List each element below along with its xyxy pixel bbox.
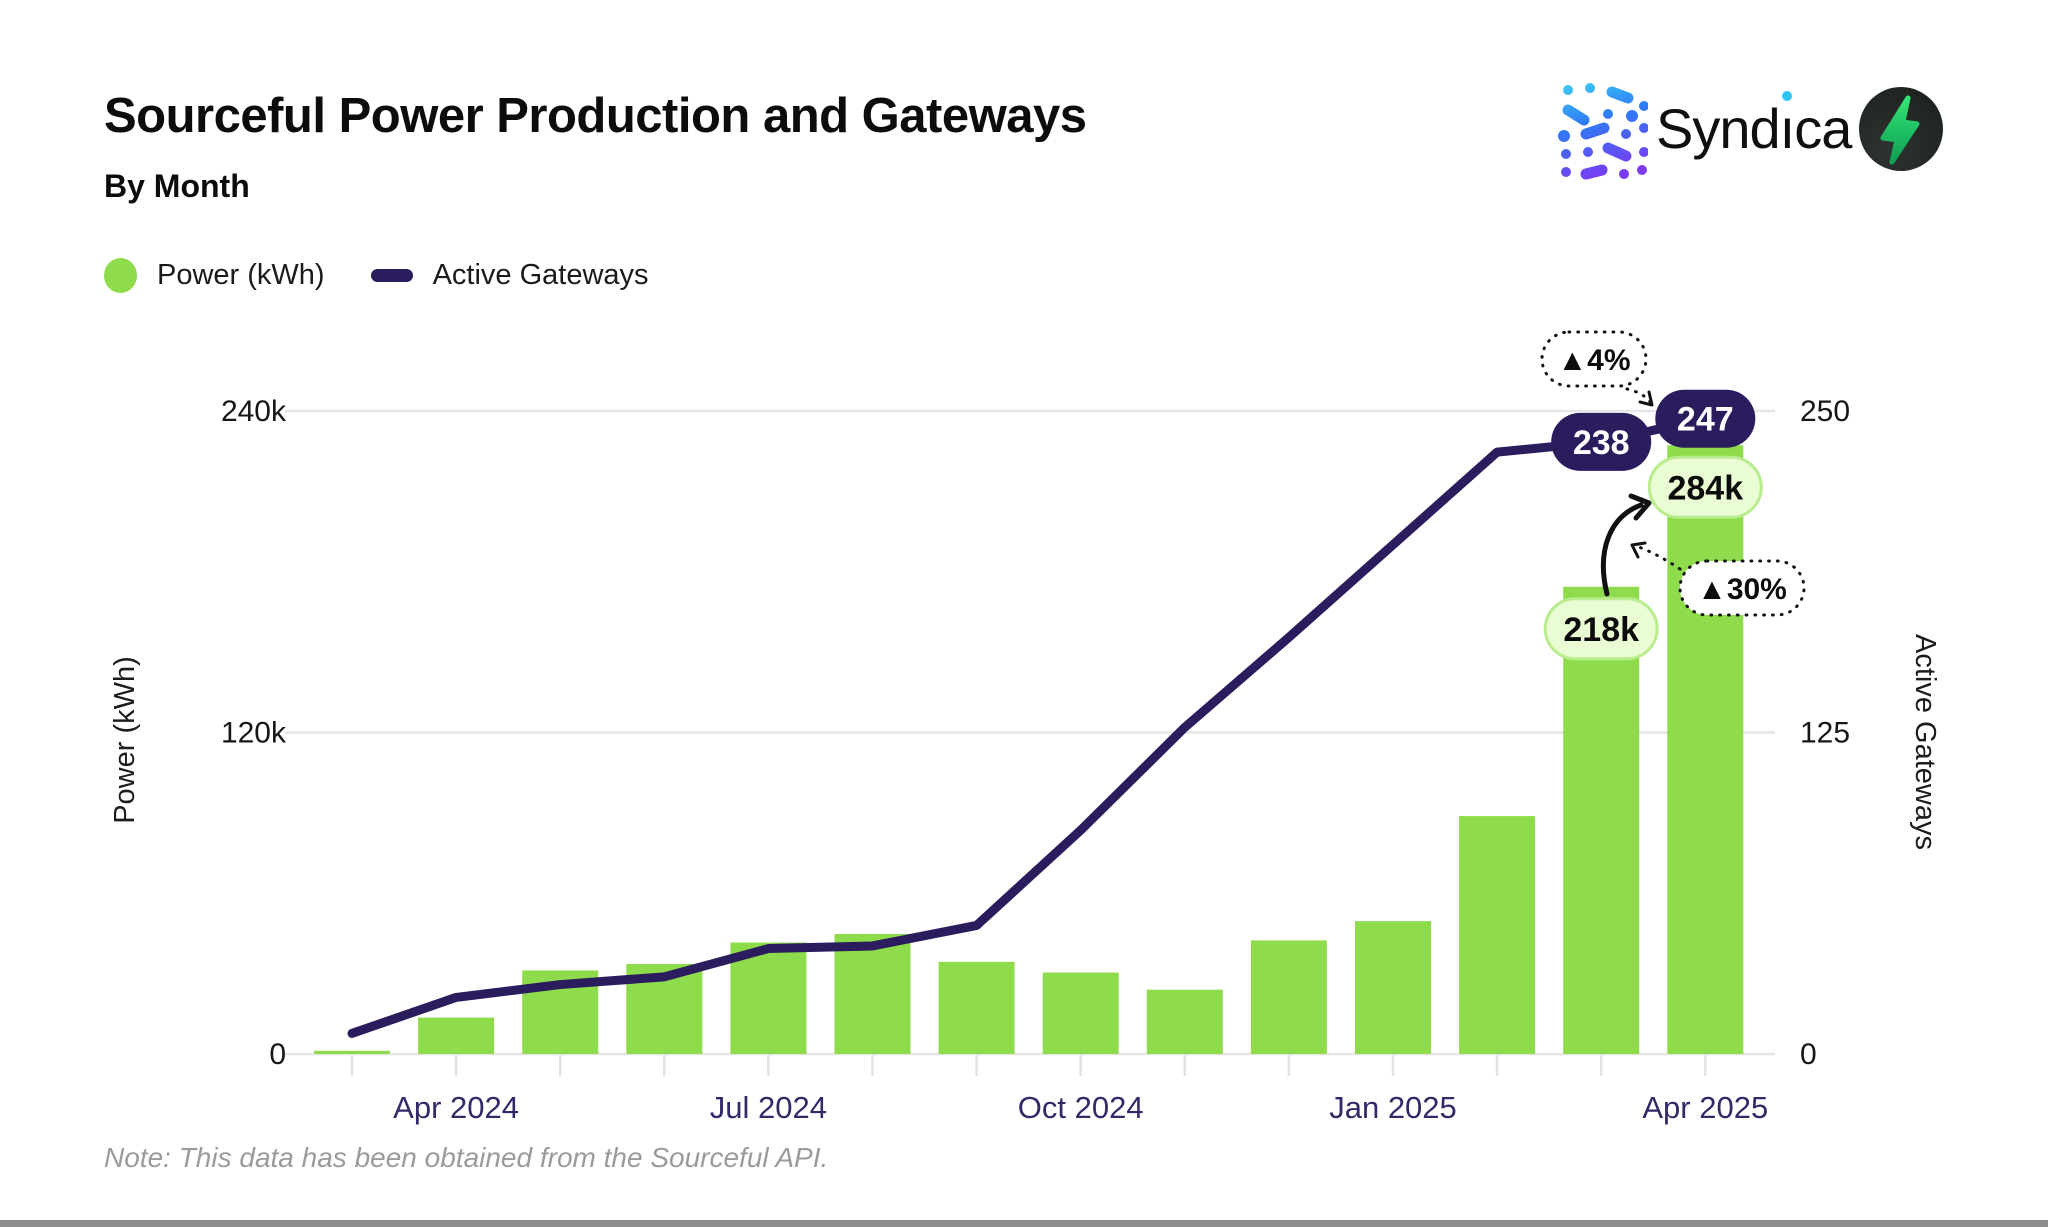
callout-arrow-dotted	[1634, 544, 1682, 571]
syndica-logo: Syndı ca	[1556, 78, 1946, 182]
value-pills-group: 238 247 218k 284k	[1543, 389, 1763, 661]
power-value-label: 218k	[1563, 611, 1639, 649]
power-bar	[730, 942, 807, 1054]
callouts-group: ▲4% ▲30%	[1540, 330, 1806, 617]
y-tick-label-right: 0	[1800, 1038, 1817, 1071]
gateways-line-group	[347, 414, 1710, 1038]
power-swatch-icon	[104, 258, 137, 293]
gateways-swatch-icon	[370, 269, 413, 282]
source-note: Note: This data has been obtained from t…	[104, 1142, 829, 1173]
power-bar	[1250, 940, 1327, 1054]
lightning-bolt-icon	[1859, 87, 1943, 171]
brand-i-dot-icon	[1781, 91, 1792, 101]
legend-item-gateways: Active Gateways	[370, 259, 649, 292]
power-bar	[1146, 989, 1223, 1054]
y-tick-label-left: 0	[269, 1038, 286, 1071]
arrowhead-icon	[1638, 390, 1654, 407]
power-bar	[938, 961, 1015, 1054]
page-title: Sourceful Power Production and Gateways	[104, 89, 1087, 143]
power-bar	[1563, 586, 1640, 1054]
x-tick-label: Apr 2024	[393, 1090, 519, 1125]
x-tick-label: Apr 2025	[1642, 1090, 1768, 1125]
power-bars-group	[314, 445, 1744, 1054]
power-bar	[1459, 816, 1536, 1054]
y-tick-label-right: 250	[1800, 395, 1850, 428]
y-tick-label-left: 120k	[221, 717, 287, 750]
power-bar	[834, 933, 911, 1054]
gateway-value-pill	[1551, 412, 1652, 471]
left-axis-title: Power (kWh)	[109, 656, 141, 824]
gateways-line	[347, 414, 1710, 1038]
power-bar	[314, 1050, 390, 1054]
x-tick-label: Jul 2024	[710, 1090, 827, 1125]
page-subtitle: By Month	[104, 168, 250, 204]
pct-change-callout	[1678, 559, 1806, 617]
power-bar	[1355, 921, 1431, 1054]
x-tick-label: Oct 2024	[1018, 1090, 1144, 1125]
power-bar	[1667, 445, 1744, 1054]
pct-change-callout	[1540, 330, 1648, 388]
gateway-value-pill	[1655, 389, 1756, 448]
syndica-dots-icon	[1558, 83, 1648, 180]
brand-letter-i: ı	[1780, 84, 1795, 174]
power-bar	[1042, 972, 1119, 1054]
y-tick-label-left: 240k	[221, 395, 287, 428]
power-value-pill	[1647, 455, 1763, 519]
legend-item-power: Power (kWh)	[104, 258, 325, 293]
right-axis-title: Active Gateways	[1909, 634, 1941, 850]
legend-label-power: Power (kWh)	[157, 259, 325, 291]
y-tick-label-right: 125	[1800, 717, 1850, 750]
brand-text-pre: Synd	[1656, 97, 1781, 160]
arrowhead-icon	[1630, 541, 1647, 559]
brand-wordmark: Syndı ca	[1656, 84, 1852, 174]
gateway-value-label: 247	[1677, 401, 1734, 439]
pct-change-label: ▲30%	[1697, 573, 1787, 606]
legend-label-gateways: Active Gateways	[432, 259, 649, 291]
bottom-border	[0, 1220, 2048, 1227]
gateway-value-label: 238	[1573, 424, 1630, 462]
x-tick-label: Jan 2025	[1329, 1090, 1457, 1125]
brand-text-post: ca	[1794, 97, 1852, 160]
arrowhead-icon	[1628, 493, 1652, 521]
power-value-label: 284k	[1667, 469, 1743, 507]
power-value-pill	[1543, 597, 1659, 661]
power-bar	[418, 1017, 495, 1054]
growth-arrow	[1601, 502, 1644, 597]
pct-change-label: ▲4%	[1557, 344, 1630, 377]
legend: Power (kWh) Active Gateways	[104, 258, 649, 293]
